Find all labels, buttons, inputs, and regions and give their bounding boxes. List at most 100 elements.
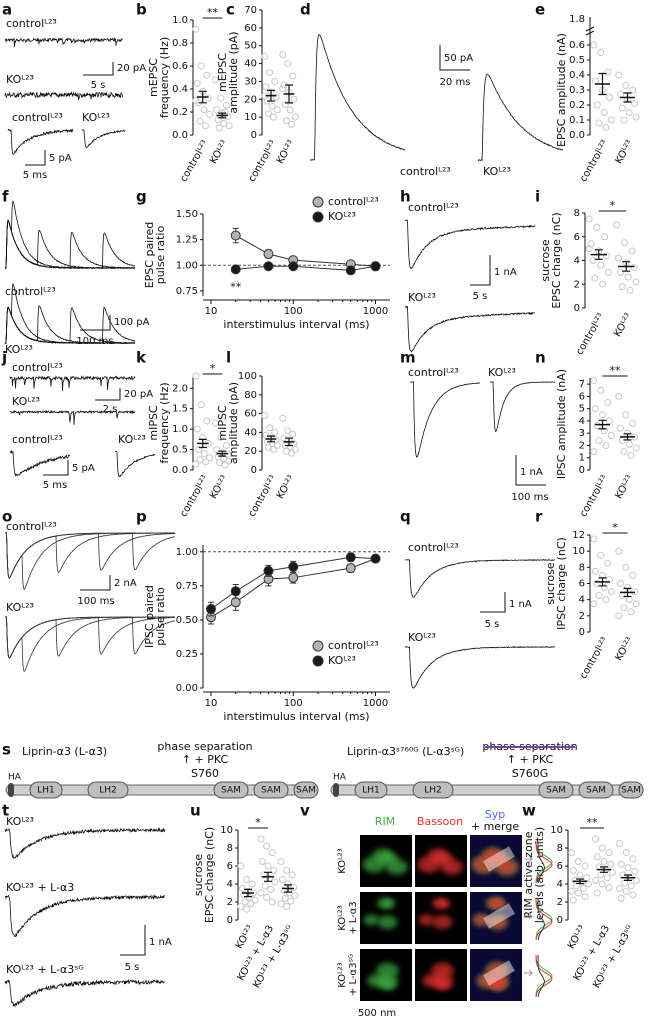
y-tick-label: 0.4 [172, 84, 188, 95]
data-point [617, 894, 625, 902]
y-axis-label: IPSC amplitude (nA) [555, 369, 568, 479]
scale-label: 500 nm [358, 1008, 396, 1019]
trace-label: KOᴸ²³ [408, 291, 436, 304]
data-point [627, 451, 635, 459]
error-bar [267, 89, 275, 102]
trace [7, 128, 74, 155]
data-point [593, 422, 601, 430]
data-point [606, 417, 613, 425]
panel-letter: c [226, 1, 235, 19]
data-point [630, 264, 638, 272]
scale-label: 100 ms [76, 336, 113, 347]
scale-label: 5 pA [49, 153, 72, 164]
domain [333, 783, 339, 797]
y-axis-label: frequency (Hz) [158, 37, 171, 118]
data-point [607, 588, 615, 596]
category-label: controlᴸ²³ [578, 474, 611, 519]
column-label: RIM [375, 815, 395, 828]
data-point [263, 894, 271, 901]
data-point [583, 874, 591, 882]
profile [535, 840, 553, 884]
y-tick-label: 10 [572, 546, 585, 557]
category-label: KOᴸ²³ [613, 636, 635, 664]
data-point [617, 580, 624, 587]
domain [213, 781, 249, 799]
panel-letter: v [300, 802, 310, 820]
error-bar [244, 888, 252, 898]
category-label: KOᴸ²³ [275, 474, 297, 502]
data-point [573, 882, 581, 890]
x-tick-label: 10 [205, 306, 218, 317]
scale-label: 100 pA [114, 317, 150, 328]
domain-label: LH2 [424, 786, 442, 796]
trace-label: KOᴸ²³ [82, 111, 110, 124]
y-axis-label: pulse ratio [154, 226, 167, 285]
trace-label: controlᴸ²³ [6, 520, 57, 533]
data-point [230, 264, 241, 275]
data-point [261, 411, 269, 419]
panel-letter: q [400, 508, 411, 526]
x-axis-label: interstimulus interval (ms) [223, 318, 369, 331]
data-point [590, 535, 598, 543]
y-tick-label: 40 [244, 59, 257, 70]
signal [432, 974, 454, 990]
legend-marker [312, 640, 324, 652]
trace [404, 306, 536, 353]
y-tick-label: 6 [557, 861, 563, 872]
data-point [214, 116, 222, 124]
legend-label: controlᴸ²³ [328, 195, 379, 208]
data-point [597, 386, 605, 394]
data-point [192, 372, 200, 380]
trace-label: KOᴸ²³ + L-α3 [6, 881, 74, 894]
x-tick-label: 1000 [363, 698, 388, 709]
scale-label: 100 ms [511, 492, 548, 503]
data-point [592, 567, 599, 575]
y-axis-label: amplitude (pA) [227, 382, 240, 464]
data-point [606, 94, 613, 101]
data-point [569, 867, 577, 874]
y-axis-label: mIPSC [147, 405, 160, 441]
data-point [248, 880, 256, 888]
data-point [291, 445, 299, 453]
y-tick-label: 20 [244, 94, 257, 105]
scale-bar [95, 388, 121, 401]
data-point [620, 116, 628, 124]
y-tick-label: 70 [244, 5, 257, 16]
data-point [628, 247, 636, 255]
data-point [597, 261, 605, 269]
signal [382, 899, 396, 909]
data-point [230, 230, 241, 241]
data-point [222, 101, 230, 109]
trace [309, 33, 406, 161]
panel-letter: o [2, 508, 12, 526]
data-point [620, 239, 628, 247]
profile [535, 897, 553, 941]
annotation: ↑ + PKC [182, 753, 229, 766]
data-point [271, 878, 279, 886]
line-scan [483, 903, 515, 929]
y-tick-label: 0.50 [176, 615, 198, 626]
y-tick-label: 8 [557, 843, 563, 854]
y-tick-label: 0.8 [172, 38, 188, 49]
domain-label: SAM [586, 786, 606, 796]
y-tick-label: 80 [244, 390, 257, 401]
trace-label: controlᴸ²³ [400, 165, 451, 178]
data-point [600, 427, 608, 435]
row-label: KOᴸ²³ [337, 848, 348, 873]
data-point [579, 885, 587, 892]
data-point [569, 896, 577, 904]
signal [363, 914, 379, 926]
y-tick-label: 8 [579, 562, 585, 573]
trace [489, 381, 556, 432]
y-axis-label: EPSC paired [143, 222, 156, 289]
y-tick-label: 2 [227, 897, 233, 908]
data-point [605, 849, 613, 856]
data-point [602, 441, 610, 449]
data-point [602, 596, 610, 604]
data-point [574, 889, 582, 897]
data-point [283, 903, 291, 910]
data-point [266, 69, 274, 76]
data-point [288, 261, 299, 272]
data-point [632, 444, 640, 452]
